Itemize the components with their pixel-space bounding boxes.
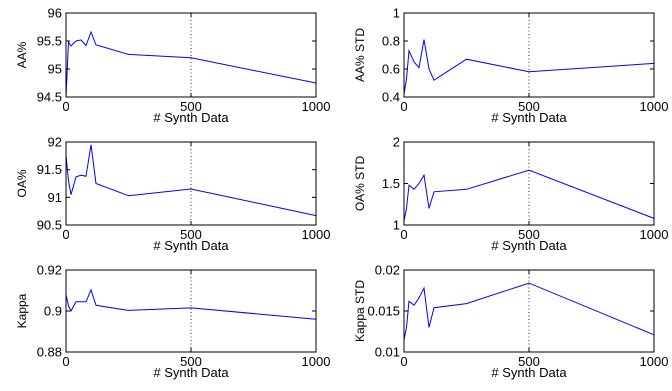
x-axis-label: # Synth Data xyxy=(491,238,567,253)
y-tick-label: 2 xyxy=(393,135,400,150)
x-tick-label: 0 xyxy=(62,99,69,114)
y-axis-label: Kappa xyxy=(15,293,29,328)
y-tick-label: 0.6 xyxy=(382,62,400,77)
y-axis-label: Kappa STD xyxy=(353,280,367,342)
y-tick-label: 0.01 xyxy=(375,345,400,360)
y-tick-label: 0.4 xyxy=(382,90,400,105)
y-axis-label: OA% xyxy=(15,169,29,197)
y-tick-label: 95 xyxy=(48,62,62,77)
x-tick-label: 1000 xyxy=(640,99,669,114)
y-tick-label: 95.5 xyxy=(37,34,62,49)
axes-frame xyxy=(66,270,316,352)
y-tick-label: 0.92 xyxy=(37,263,62,278)
series-line xyxy=(404,40,654,95)
x-axis-label: # Synth Data xyxy=(153,110,229,125)
x-tick-label: 1000 xyxy=(302,354,331,369)
y-tick-label: 1 xyxy=(393,6,400,21)
y-tick-label: 90.5 xyxy=(37,218,62,233)
series-line xyxy=(66,290,316,319)
x-tick-label: 0 xyxy=(62,354,69,369)
x-tick-label: 1000 xyxy=(640,227,669,242)
x-tick-label: 1000 xyxy=(640,354,669,369)
y-axis-label: AA% xyxy=(15,41,29,68)
x-tick-label: 1000 xyxy=(302,99,331,114)
x-axis-label: # Synth Data xyxy=(153,238,229,253)
x-tick-label: 0 xyxy=(400,354,407,369)
x-tick-label: 1000 xyxy=(302,227,331,242)
y-tick-label: 0.015 xyxy=(367,304,400,319)
y-tick-label: 92 xyxy=(48,135,62,150)
y-tick-label: 1.5 xyxy=(382,176,400,191)
y-tick-label: 0.8 xyxy=(382,34,400,49)
x-axis-label: # Synth Data xyxy=(491,365,567,380)
y-tick-label: 1 xyxy=(393,218,400,233)
x-axis-label: # Synth Data xyxy=(153,365,229,380)
y-axis-label: AA% STD xyxy=(353,28,367,82)
x-tick-label: 0 xyxy=(400,227,407,242)
series-line xyxy=(66,145,316,216)
y-tick-label: 0.9 xyxy=(44,304,62,319)
y-tick-label: 96 xyxy=(48,6,62,21)
x-tick-label: 0 xyxy=(62,227,69,242)
y-tick-label: 0.88 xyxy=(37,345,62,360)
y-axis-label: OA% STD xyxy=(353,155,367,211)
x-tick-label: 0 xyxy=(400,99,407,114)
y-tick-label: 94.5 xyxy=(37,90,62,105)
x-axis-label: # Synth Data xyxy=(491,110,567,125)
y-tick-label: 91.5 xyxy=(37,162,62,177)
y-tick-label: 0.02 xyxy=(375,263,400,278)
y-tick-label: 91 xyxy=(48,190,62,205)
axes-frame xyxy=(404,270,654,352)
